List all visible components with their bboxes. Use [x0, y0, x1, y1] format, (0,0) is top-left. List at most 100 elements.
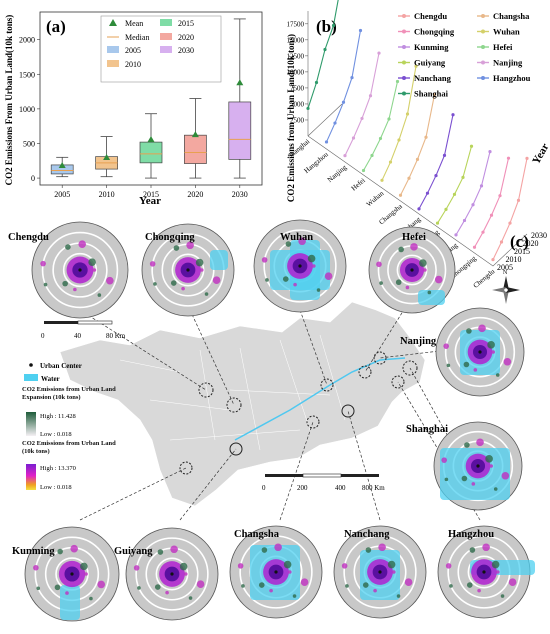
city-plot-expansion-patch: [57, 548, 63, 555]
panel-a: (a) 0 500 1000 1500 2000 2005 2010 2015 2020 203…: [4, 11, 263, 207]
city-plot-ring: [155, 557, 189, 591]
series-point-kunming: [462, 218, 467, 223]
marker-guiyang: [229, 442, 243, 456]
marker-chengdu: [198, 382, 214, 398]
city-plot-expansion-patch: [443, 343, 449, 349]
series-point-hangzhou: [341, 100, 346, 104]
series-point-kunming: [479, 184, 484, 188]
city-plot-expansion-patch: [485, 455, 493, 463]
z-tick-label: 12500: [287, 52, 305, 60]
city-plot-expansion-patch: [293, 282, 297, 287]
city-plot-expansion-patch: [376, 261, 382, 268]
marker-nanjing: [373, 351, 387, 365]
city-label-guiyang: Guiyang: [114, 546, 153, 557]
city-plot-expansion-patch: [387, 560, 396, 569]
city-plot-expansion-patch: [181, 286, 185, 291]
city-plot-expansion-patch: [274, 543, 282, 552]
legend-marker-wuhan: [481, 29, 485, 34]
legend-label-kunming: Kunming: [414, 42, 449, 52]
year-axis-label: 2010: [506, 255, 522, 264]
mean-2005: [58, 161, 66, 168]
city-plot-expansion-patch: [196, 580, 205, 588]
series-point-chongqing: [498, 194, 502, 198]
year-axis-label: 2020: [523, 239, 539, 248]
z-tick-label: 5000: [290, 100, 305, 108]
city-label-hefei: Hefei: [402, 232, 426, 243]
legend-label-hangzhou: Hangzhou: [493, 73, 531, 83]
city-plot-expansion-patch: [495, 373, 500, 377]
city-plot-expansion-patch: [282, 276, 289, 282]
city-axis-label: Hangzhou: [303, 150, 331, 175]
series-point-chongqing: [506, 156, 511, 160]
panel-a-legend: Mean Median 2005 2010 2015 2020 2030: [100, 15, 222, 83]
series-point-changsha: [432, 93, 437, 97]
scale-small-80: 80 Km: [106, 332, 126, 340]
series-point-nanchang: [425, 191, 430, 195]
panel-a-xlabel: Year: [139, 195, 161, 207]
series-point-kunming: [471, 203, 475, 207]
legend-2015: 2015: [178, 19, 194, 28]
series-point-changsha: [415, 157, 420, 161]
legend-median: Median: [125, 33, 149, 42]
city-plot-expansion-patch: [410, 243, 418, 251]
city-plot-expansion-patch: [496, 570, 500, 574]
legend-label-chengdu: Chengdu: [414, 11, 447, 21]
series-point-nanchang: [434, 173, 438, 178]
city-plot-expansion-patch: [493, 487, 498, 491]
z-tick-label: 17500: [287, 20, 305, 28]
scale-small-40: 40: [74, 332, 82, 340]
city-plot-expansion-patch: [503, 357, 512, 366]
city-plot-ring: [444, 316, 516, 388]
leader-lines: [79, 299, 481, 521]
city-plot-expansion-patch: [40, 260, 46, 267]
urban-center-dot-icon: [29, 363, 33, 367]
city-plot-expansion-patch: [482, 543, 490, 552]
y-tick-label: 1000: [19, 105, 35, 114]
city-label-changsha: Changsha: [234, 529, 280, 540]
legend-label-shanghai: Shanghai: [414, 89, 449, 99]
panel-c: (c) N: [8, 219, 535, 622]
series-point-guiyang: [461, 175, 465, 179]
city-plot-expansion-patch: [97, 293, 102, 297]
year-axis-label: 2005: [497, 263, 513, 272]
city-plot-expansion-patch: [500, 594, 505, 598]
city-plot-hefei: [368, 226, 456, 314]
legend-expansion-low: Low : 0.018: [40, 431, 72, 438]
city-plot-expansion-patch: [434, 275, 443, 284]
city-plot-expansion-patch: [444, 477, 449, 482]
city-plot-expansion-patch: [170, 280, 177, 286]
city-plot-expansion-patch: [345, 584, 349, 588]
mean-2015: [147, 136, 155, 143]
series-point-chongqing: [489, 213, 494, 217]
city-plot-expansion-patch: [70, 544, 78, 553]
legend-2020: 2020: [178, 33, 194, 42]
series-point-nanchang: [451, 113, 455, 117]
city-plot-expansion-patch: [395, 279, 402, 286]
city-plot-expansion-patch: [404, 578, 413, 586]
city-plot-expansion-patch: [153, 282, 157, 286]
city-plot-expansion-patch: [449, 584, 453, 588]
panel-a-ylabel: CO2 Emissions From Urban Land(10k tons): [4, 15, 14, 186]
city-plot-expansion-patch: [362, 582, 369, 588]
x-tick-label: 2030: [232, 190, 248, 199]
legend-water: Water: [41, 375, 60, 383]
series-point-kunming: [454, 233, 458, 237]
city-plot-expansion-patch: [477, 588, 481, 593]
city-label-shanghai: Shanghai: [406, 424, 448, 435]
series-point-chengdu: [499, 240, 504, 244]
city-labels: Chengdu Chongqing Wuhan Hefei Nanjing Shangha…: [8, 232, 494, 557]
city-plot-expansion-patch: [446, 363, 451, 368]
city-label-chengdu: Chengdu: [8, 232, 49, 243]
city-plot-expansion-patch: [365, 547, 372, 553]
city-label-hangzhou: Hangzhou: [448, 529, 494, 540]
city-plot-expansion-patch: [316, 288, 321, 292]
panel-b-lines: [306, 0, 529, 262]
legend-land-high: High : 13.370: [40, 465, 76, 472]
basin-region: [59, 301, 426, 507]
x-tick-label: 2010: [99, 190, 115, 199]
legend-2005: 2005: [125, 46, 141, 55]
city-plot-expansion-patch: [149, 261, 156, 267]
city-plot-ring: [343, 535, 417, 609]
y-tick-label: 0: [31, 174, 35, 183]
